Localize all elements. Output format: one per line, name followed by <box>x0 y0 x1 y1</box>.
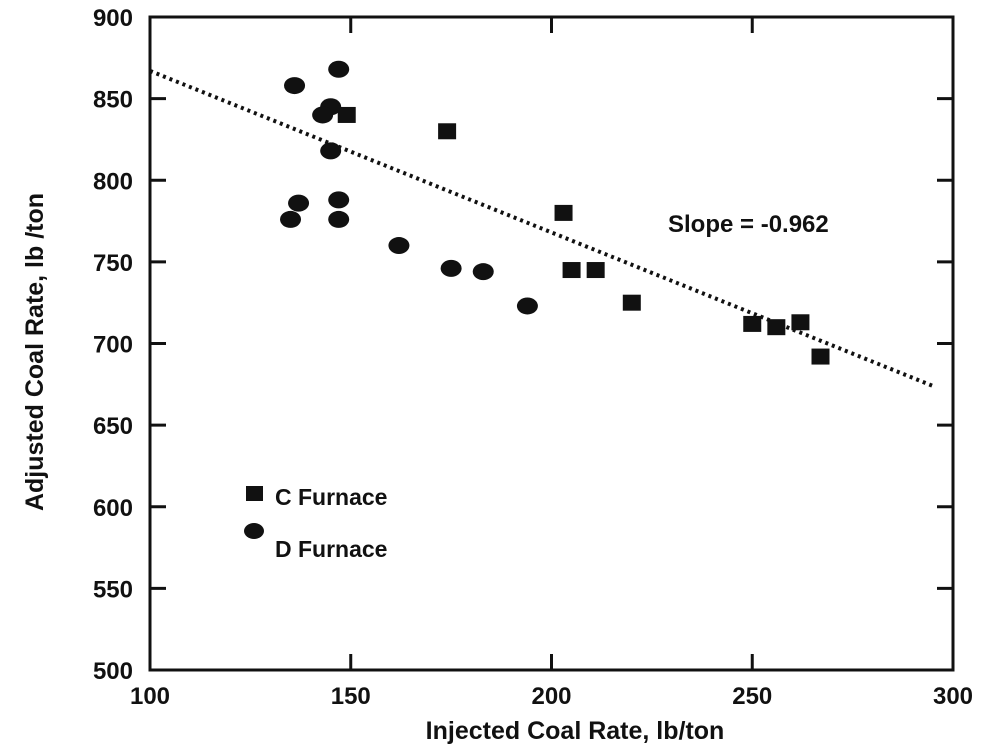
trend-line <box>149 69 934 388</box>
x-tick-label: 150 <box>331 683 371 710</box>
point-c-furnace <box>743 315 762 332</box>
point-c-furnace <box>554 204 573 221</box>
point-d-furnace <box>288 194 310 212</box>
point-c-furnace <box>622 294 641 311</box>
y-tick-label: 800 <box>93 168 133 195</box>
point-c-furnace <box>438 123 457 140</box>
x-tick-label: 200 <box>531 683 571 710</box>
point-d-furnace <box>516 297 538 315</box>
legend-label-d-furnace: D Furnace <box>275 536 387 562</box>
point-d-furnace <box>440 259 462 277</box>
x-tick-label: 300 <box>933 683 973 710</box>
point-c-furnace <box>811 348 830 365</box>
point-d-furnace <box>328 60 350 78</box>
point-d-furnace <box>320 142 342 160</box>
x-axis-tick-labels: 100 150 200 250 300 <box>130 683 973 710</box>
x-axis-ticks <box>148 17 955 670</box>
y-tick-label: 550 <box>93 576 133 603</box>
x-tick-label: 100 <box>130 683 170 710</box>
point-c-furnace <box>586 262 605 279</box>
legend-label-c-furnace: C Furnace <box>275 484 387 510</box>
y-tick-label: 750 <box>93 250 133 277</box>
point-d-furnace <box>388 237 410 255</box>
y-tick-label: 500 <box>93 658 133 685</box>
point-c-furnace <box>791 314 810 331</box>
y-tick-label: 900 <box>93 5 133 32</box>
y-axis-title: Adjusted Coal Rate, lb /ton <box>21 193 49 511</box>
y-tick-label: 700 <box>93 332 133 359</box>
x-tick-label: 250 <box>732 683 772 710</box>
y-tick-label: 650 <box>93 413 133 440</box>
y-tick-label: 850 <box>93 87 133 114</box>
point-c-furnace <box>562 262 581 279</box>
slope-annotation: Slope = -0.962 <box>668 211 829 238</box>
point-d-furnace <box>328 191 350 209</box>
legend-marker-c-furnace <box>246 486 263 501</box>
point-d-furnace <box>472 263 494 281</box>
y-axis-tick-labels: 500 550 600 650 700 750 800 850 900 <box>93 5 133 685</box>
data-points <box>280 60 830 365</box>
legend-marker-d-furnace <box>244 523 264 539</box>
x-axis-title: Injected Coal Rate, lb/ton <box>426 717 725 745</box>
point-c-furnace <box>337 106 356 123</box>
y-axis-ticks <box>150 15 953 672</box>
point-d-furnace <box>284 77 306 95</box>
point-d-furnace <box>328 210 350 228</box>
plot-frame <box>148 15 955 672</box>
point-d-furnace <box>280 210 302 228</box>
point-c-furnace <box>767 319 786 336</box>
legend: C Furnace D Furnace <box>244 484 387 562</box>
y-tick-label: 600 <box>93 495 133 522</box>
point-d-furnace <box>312 106 334 124</box>
